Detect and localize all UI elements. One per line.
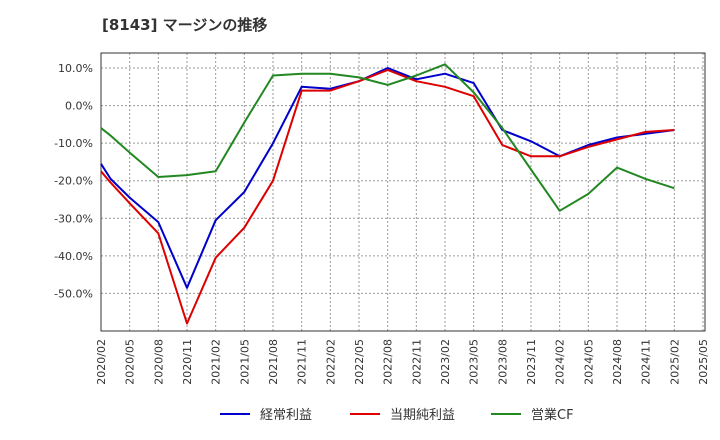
y-tick-label: -40.0% xyxy=(54,250,93,263)
x-tick-label: 2024/05 xyxy=(582,339,595,385)
x-tick-label: 2020/08 xyxy=(152,339,165,385)
x-tick-label: 2020/11 xyxy=(181,339,194,385)
y-tick-label: -20.0% xyxy=(54,175,93,188)
x-tick-label: 2022/02 xyxy=(324,339,337,385)
x-tick-label: 2020/05 xyxy=(124,339,137,385)
x-tick-label: 2023/11 xyxy=(525,339,538,385)
x-tick-label: 2024/11 xyxy=(640,339,653,385)
series-lines xyxy=(100,63,675,325)
x-tick-label: 2023/02 xyxy=(439,339,452,385)
legend-label: 経常利益 xyxy=(260,408,312,423)
chart-title: [8143] マージンの推移 xyxy=(102,16,267,34)
x-tick-label: 2022/05 xyxy=(353,339,366,385)
x-tick-label: 2021/05 xyxy=(238,339,251,385)
legend-label: 営業CF xyxy=(531,407,574,423)
x-tick-label: 2020/02 xyxy=(95,339,108,385)
y-axis-ticks: 10.0% 0.0% -10.0% -20.0% -30.0% -40.0% -50.0% xyxy=(54,62,93,300)
y-tick-label: 10.0% xyxy=(58,62,93,75)
y-tick-label: -50.0% xyxy=(54,287,93,300)
x-tick-label: 2022/08 xyxy=(382,339,395,385)
x-tick-label: 2021/08 xyxy=(267,339,280,385)
series-line-2 xyxy=(100,63,675,212)
legend-label: 当期純利益 xyxy=(390,408,455,423)
y-tick-label: -30.0% xyxy=(54,212,93,225)
x-tick-label: 2021/11 xyxy=(296,339,309,385)
legend: 経常利益 当期純利益 営業CF xyxy=(220,407,574,423)
x-tick-label: 2024/08 xyxy=(611,339,624,385)
plot-area xyxy=(100,52,706,332)
x-tick-label: 2025/05 xyxy=(697,339,710,385)
grid xyxy=(100,53,705,331)
x-axis-ticks: 2020/02 2020/05 2020/08 2020/11 2021/02 2021/… xyxy=(95,339,710,385)
y-tick-label: 0.0% xyxy=(65,100,93,113)
x-tick-label: 2024/02 xyxy=(554,339,567,385)
series-line-1 xyxy=(100,68,675,325)
x-tick-label: 2025/02 xyxy=(668,339,681,385)
x-tick-label: 2023/08 xyxy=(496,339,509,385)
y-tick-label: -10.0% xyxy=(54,137,93,150)
x-tick-label: 2023/05 xyxy=(468,339,481,385)
x-tick-label: 2022/11 xyxy=(410,339,423,385)
x-tick-label: 2021/02 xyxy=(210,339,223,385)
